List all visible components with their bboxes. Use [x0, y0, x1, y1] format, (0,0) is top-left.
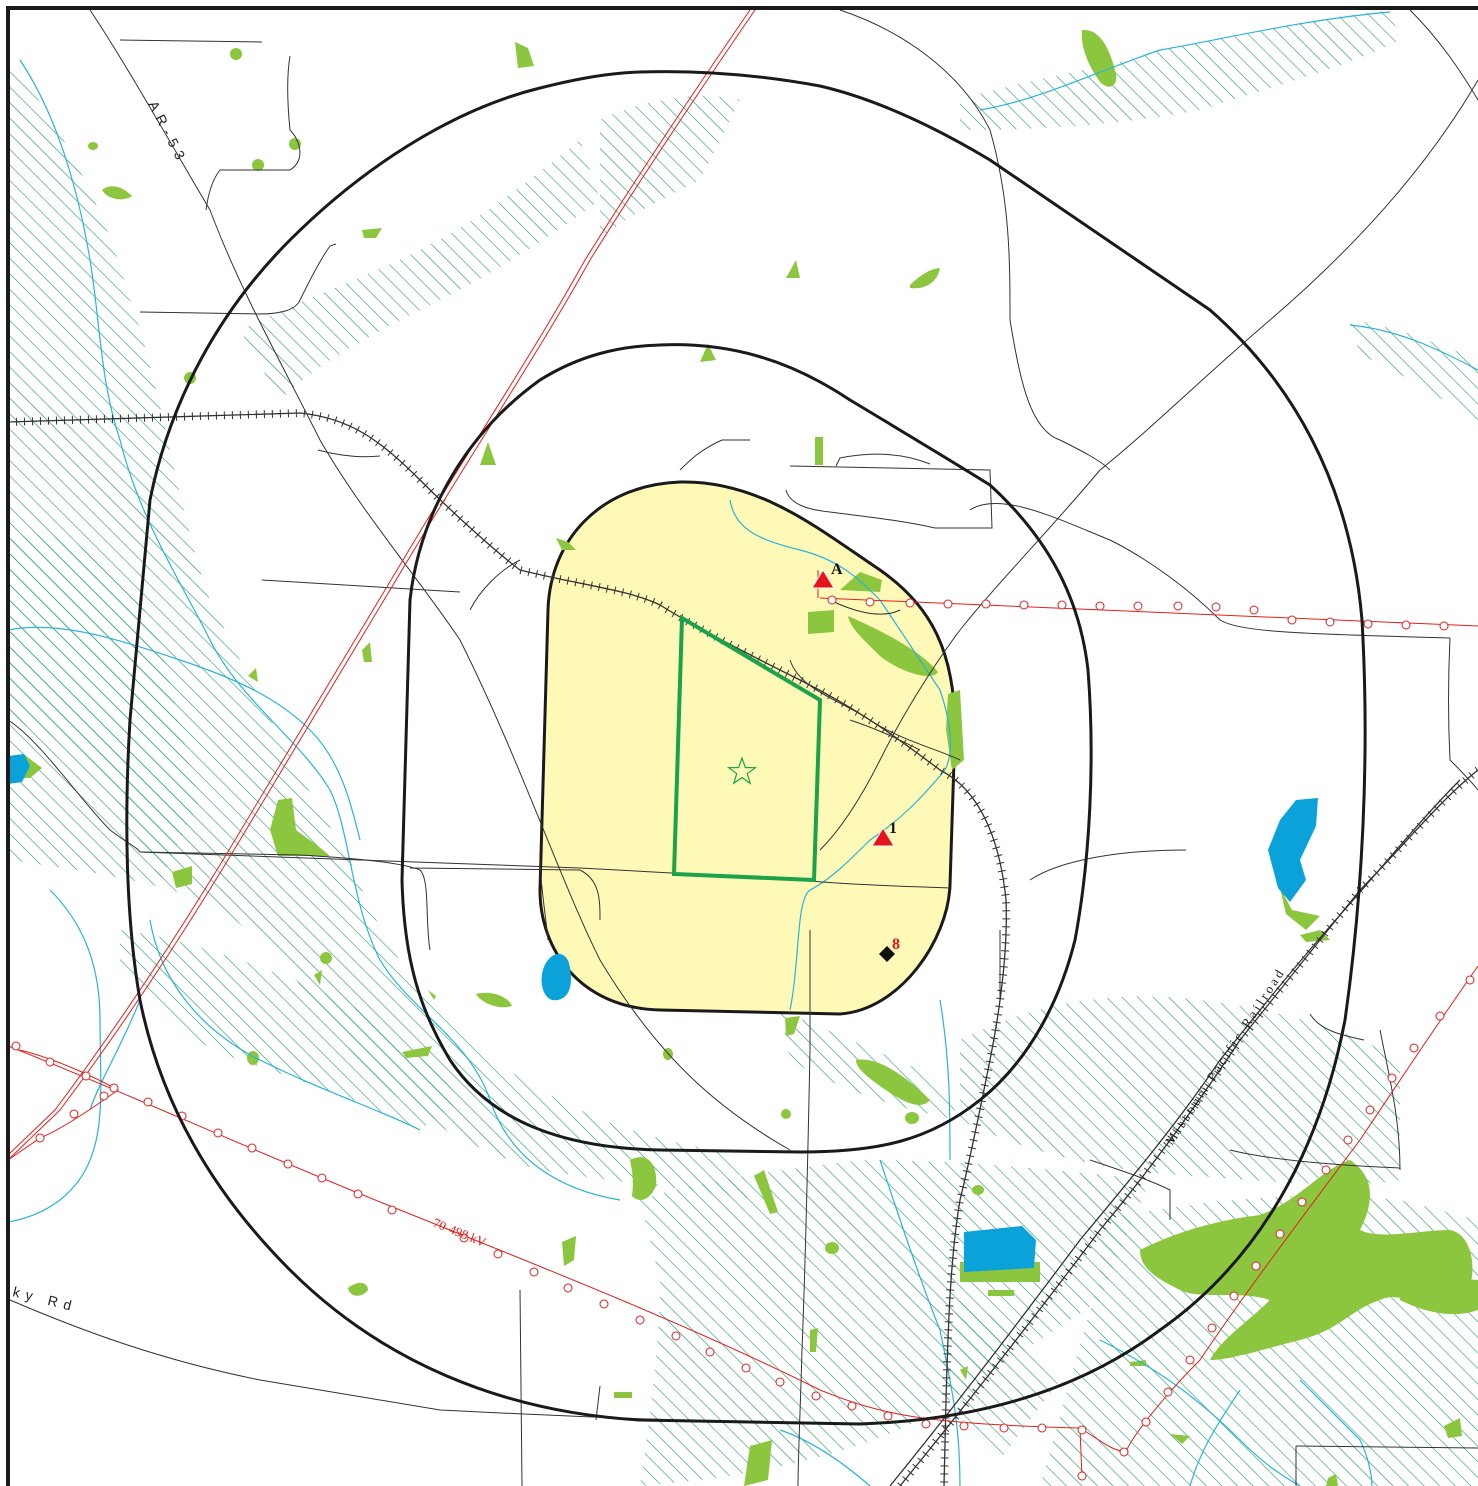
railroads	[8, 408, 1478, 1486]
site-boundary	[671, 614, 823, 883]
well-label: 8	[892, 936, 900, 953]
roads	[8, 9, 1478, 1486]
water-bodies	[8, 754, 1318, 1272]
well-marker-8[interactable]: 8	[879, 936, 900, 962]
map-frame	[6, 6, 1478, 1486]
center-star-icon	[726, 756, 758, 785]
red-triangle-icon	[811, 569, 835, 589]
site-marker-1[interactable]: 1	[871, 820, 897, 847]
site-label: A	[831, 561, 843, 578]
powerline-poles	[11, 595, 1475, 1481]
streams	[8, 11, 1478, 1486]
red-triangle-icon	[871, 827, 895, 847]
outer-buffer-ring	[125, 70, 1367, 1426]
powerlines	[8, 9, 1478, 1479]
project-area	[538, 480, 957, 1016]
site-marker-a[interactable]: A	[811, 561, 843, 589]
site-label: 1	[889, 820, 897, 837]
inner-buffer-ring	[400, 343, 1093, 1154]
black-diamond-icon	[879, 946, 895, 962]
